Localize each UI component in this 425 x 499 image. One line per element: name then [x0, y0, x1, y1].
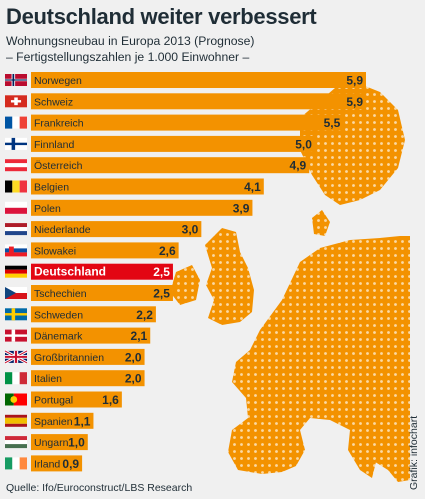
- flag-icon: [5, 137, 27, 150]
- chart-title: Deutschland weiter verbessert: [6, 4, 317, 29]
- bar: [31, 178, 264, 195]
- category-label: Dänemark: [34, 331, 83, 343]
- flag-icon: [5, 223, 27, 236]
- value-label: 4,1: [244, 180, 261, 194]
- value-label: 2,0: [125, 372, 142, 386]
- value-label: 3,0: [182, 223, 199, 237]
- category-label: Irland: [34, 458, 60, 470]
- bar: [31, 157, 310, 174]
- bar: [31, 263, 173, 280]
- category-label: Niederlande: [34, 224, 91, 236]
- flag-icon: [5, 180, 27, 193]
- flag-icon: [5, 436, 27, 449]
- bar: [31, 285, 173, 301]
- value-label: 5,0: [295, 137, 312, 151]
- flag-icon: [5, 414, 27, 427]
- value-label: 2,0: [125, 350, 142, 364]
- flag-icon: [5, 287, 27, 299]
- flag-icon: [5, 116, 27, 129]
- flag-icon: [5, 372, 27, 385]
- bar: [31, 391, 122, 408]
- value-label: 5,9: [346, 95, 363, 109]
- category-label: Frankreich: [34, 118, 84, 130]
- flag-icon: [5, 95, 27, 108]
- source-note: Quelle: Ifo/Euroconstruct/LBS Research: [6, 482, 193, 494]
- flag-icon: [5, 74, 27, 86]
- value-label: 4,9: [290, 159, 307, 173]
- category-label: Österreich: [34, 160, 83, 172]
- bar: [31, 306, 156, 323]
- value-label: 5,9: [346, 74, 363, 88]
- category-label: Schweiz: [34, 96, 73, 108]
- bar: [31, 199, 253, 216]
- category-label: Großbritannien: [34, 352, 104, 364]
- flag-icon: [5, 244, 27, 257]
- value-label: 5,5: [324, 116, 341, 130]
- category-label: Spanien: [34, 416, 73, 428]
- flag-icon: [5, 393, 27, 406]
- category-label: Schweden: [34, 309, 83, 321]
- bar: [31, 412, 94, 429]
- bar: [31, 434, 88, 451]
- flag-icon: [5, 201, 27, 214]
- bar: [31, 242, 179, 259]
- category-label: Deutschland: [34, 265, 106, 279]
- category-label: Portugal: [34, 395, 73, 407]
- value-label: 1,0: [68, 436, 85, 450]
- value-label: 2,6: [159, 244, 176, 258]
- flag-icon: [5, 159, 27, 172]
- bar: [31, 455, 83, 472]
- bar: [31, 221, 202, 238]
- value-label: 2,5: [153, 287, 170, 301]
- value-label: 1,1: [74, 414, 91, 428]
- flag-icon: [5, 265, 27, 278]
- bar: [31, 348, 145, 365]
- flag-icon: [5, 308, 27, 321]
- bar: [31, 72, 366, 88]
- category-label: Italien: [34, 373, 62, 385]
- category-label: Slowakei: [34, 245, 76, 257]
- bar: [31, 135, 315, 152]
- category-label: Norwegen: [34, 75, 82, 87]
- value-label: 1,6: [102, 393, 119, 407]
- flag-icon: [5, 329, 27, 342]
- value-label: 2,1: [131, 329, 148, 343]
- value-label: 0,9: [62, 457, 79, 471]
- flag-icon: [5, 457, 27, 470]
- bar: [31, 114, 344, 131]
- category-label: Belgien: [34, 182, 69, 194]
- value-label: 2,2: [136, 308, 153, 322]
- bar: [31, 93, 366, 110]
- chart-subtitle-line-2: – Fertigstellungszahlen je 1.000 Einwohn…: [6, 50, 250, 64]
- category-label: Tschechien: [34, 288, 87, 300]
- graphic-credit: Grafik: infochart: [408, 415, 420, 490]
- bar: [31, 327, 151, 344]
- value-label: 3,9: [233, 201, 250, 215]
- category-label: Polen: [34, 203, 61, 215]
- chart-subtitle-line-1: Wohnungsneubau in Europa 2013 (Prognose): [6, 34, 255, 48]
- category-label: Finnland: [34, 139, 74, 151]
- category-label: Ungarn: [34, 437, 69, 449]
- bar: [31, 370, 145, 387]
- flag-icon: [4, 349, 28, 365]
- value-label: 2,5: [153, 265, 170, 279]
